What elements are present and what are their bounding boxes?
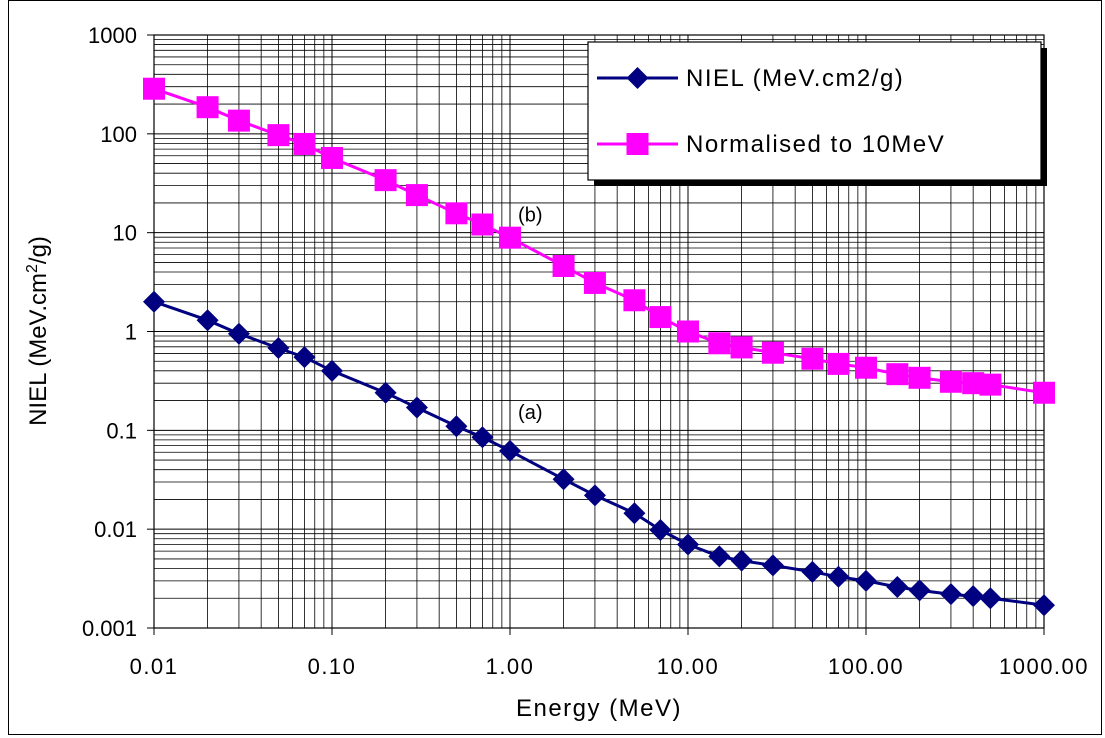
data-point [649, 306, 672, 329]
data-point [227, 109, 250, 132]
data-point [623, 502, 646, 525]
data-point [801, 347, 824, 370]
data-point [677, 533, 699, 556]
series-annotation: (b) [518, 204, 542, 226]
data-point [939, 370, 962, 393]
data-point [1033, 594, 1055, 617]
data-point [499, 439, 521, 462]
data-point [405, 184, 428, 207]
series-annotation: (a) [518, 402, 542, 424]
data-point [908, 579, 931, 602]
series-line [153, 300, 1045, 607]
x-tick-label: 1.00 [486, 654, 535, 679]
data-point [730, 336, 753, 359]
data-point [886, 575, 909, 598]
legend-box [587, 41, 1042, 181]
data-point [583, 271, 606, 294]
data-point [962, 585, 985, 608]
data-point [267, 124, 290, 147]
data-point [908, 366, 931, 389]
annotation-layer: (a) (b) [518, 204, 542, 424]
y-axis-title: NIEL (MeV.cm2/g) [24, 236, 52, 426]
x-tick-labels: 0.01 0.10 1.00 10.00 100.00 1000.00 [130, 628, 1089, 679]
legend-marker-niel [626, 67, 649, 89]
x-tick-label: 10.00 [657, 654, 720, 679]
data-point [471, 213, 494, 236]
data-point [827, 565, 850, 588]
x-tick-label: 0.01 [130, 654, 179, 679]
x-tick-label: 1000.00 [999, 654, 1089, 679]
y-tick-label: 0.1 [106, 418, 137, 443]
data-point [552, 254, 575, 277]
data-point [979, 373, 1002, 396]
data-point [855, 356, 877, 379]
data-point [196, 309, 219, 332]
data-point [374, 381, 397, 404]
data-point [761, 554, 784, 577]
data-point [227, 322, 250, 345]
data-point [405, 396, 428, 419]
data-point [445, 202, 468, 225]
data-point [761, 341, 784, 364]
y-tick-label: 0.01 [94, 517, 137, 542]
series-niel [143, 290, 1055, 617]
series-layer [143, 77, 1055, 617]
legend: NIEL (MeV.cm2/g) Normalised to 10MeV [587, 41, 1047, 186]
data-point [471, 426, 494, 449]
data-point [1033, 381, 1055, 404]
y-tick-labels: 0.001 0.01 0.1 1 10 100 1000 [82, 23, 154, 641]
data-point [552, 468, 575, 491]
y-tick-label: 1000 [88, 23, 137, 48]
x-tick-label: 100.00 [828, 654, 904, 679]
data-point [962, 372, 985, 395]
data-point [196, 96, 219, 119]
data-point [827, 352, 850, 375]
legend-label-normalised: Normalised to 10MeV [686, 131, 945, 158]
data-point [583, 484, 606, 507]
y-tick-label: 1 [125, 320, 137, 345]
data-point [143, 290, 165, 313]
data-point [979, 587, 1002, 610]
legend-label-niel: NIEL (MeV.cm2/g) [686, 65, 904, 92]
y-tick-label: 0.001 [82, 616, 137, 641]
data-point [623, 289, 646, 312]
data-point [801, 560, 824, 583]
data-point [677, 320, 699, 343]
data-point [730, 549, 753, 572]
data-point [143, 77, 165, 100]
data-point [939, 583, 962, 606]
x-tick-label: 0.10 [308, 654, 357, 679]
legend-marker-normalised [626, 133, 649, 155]
y-tick-label: 10 [113, 221, 137, 246]
data-point [445, 415, 468, 438]
data-point [374, 169, 397, 192]
data-point [708, 332, 731, 355]
data-point [855, 569, 877, 592]
data-point [293, 132, 316, 155]
data-point [708, 545, 731, 568]
x-axis-title: Energy (MeV) [516, 695, 682, 722]
data-point [267, 337, 290, 360]
data-point [321, 359, 343, 382]
data-point [293, 346, 316, 369]
data-point [649, 519, 672, 542]
data-point [321, 146, 343, 169]
data-point [499, 226, 521, 249]
y-tick-label: 100 [100, 122, 137, 147]
data-point [886, 363, 909, 386]
series-normalised [143, 77, 1055, 404]
series-line [153, 87, 1045, 395]
